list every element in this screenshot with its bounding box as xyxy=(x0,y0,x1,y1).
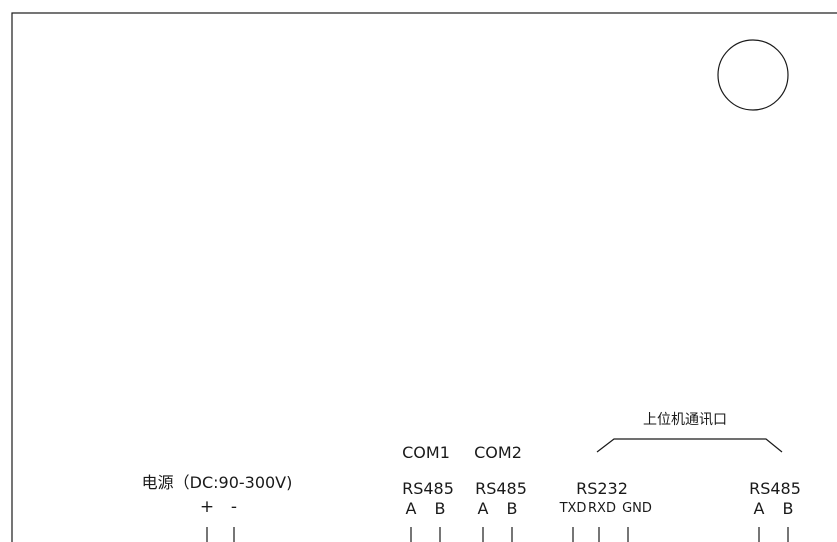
com1-pin-b: B xyxy=(435,499,446,518)
host-comm-title: 上位机通讯口 xyxy=(643,412,727,428)
com2-pin-b: B xyxy=(507,499,518,518)
com2-pin-a: A xyxy=(478,499,489,518)
com1-pin-a: A xyxy=(406,499,417,518)
com2-protocol: RS485 xyxy=(475,479,527,498)
host-rs232-rxd: RXD xyxy=(588,501,616,516)
host-rs485-pin-b: B xyxy=(783,499,794,518)
com1-name: COM1 xyxy=(402,443,450,462)
com1-protocol: RS485 xyxy=(402,479,454,498)
power-plus-label: + xyxy=(200,497,214,517)
device-outline xyxy=(11,12,837,542)
host-rs232-txd: TXD xyxy=(559,501,587,516)
power-minus-label: - xyxy=(231,497,237,517)
com2-name: COM2 xyxy=(474,443,522,462)
host-rs485-pin-a: A xyxy=(754,499,765,518)
mounting-hole-circle xyxy=(717,39,789,111)
host-rs485-protocol: RS485 xyxy=(749,479,801,498)
host-rs232-protocol: RS232 xyxy=(576,479,628,498)
host-rs232-gnd: GND xyxy=(622,501,652,516)
power-label: 电源（DC:90-300V) xyxy=(142,473,293,492)
host-comm-bracket xyxy=(596,438,783,453)
